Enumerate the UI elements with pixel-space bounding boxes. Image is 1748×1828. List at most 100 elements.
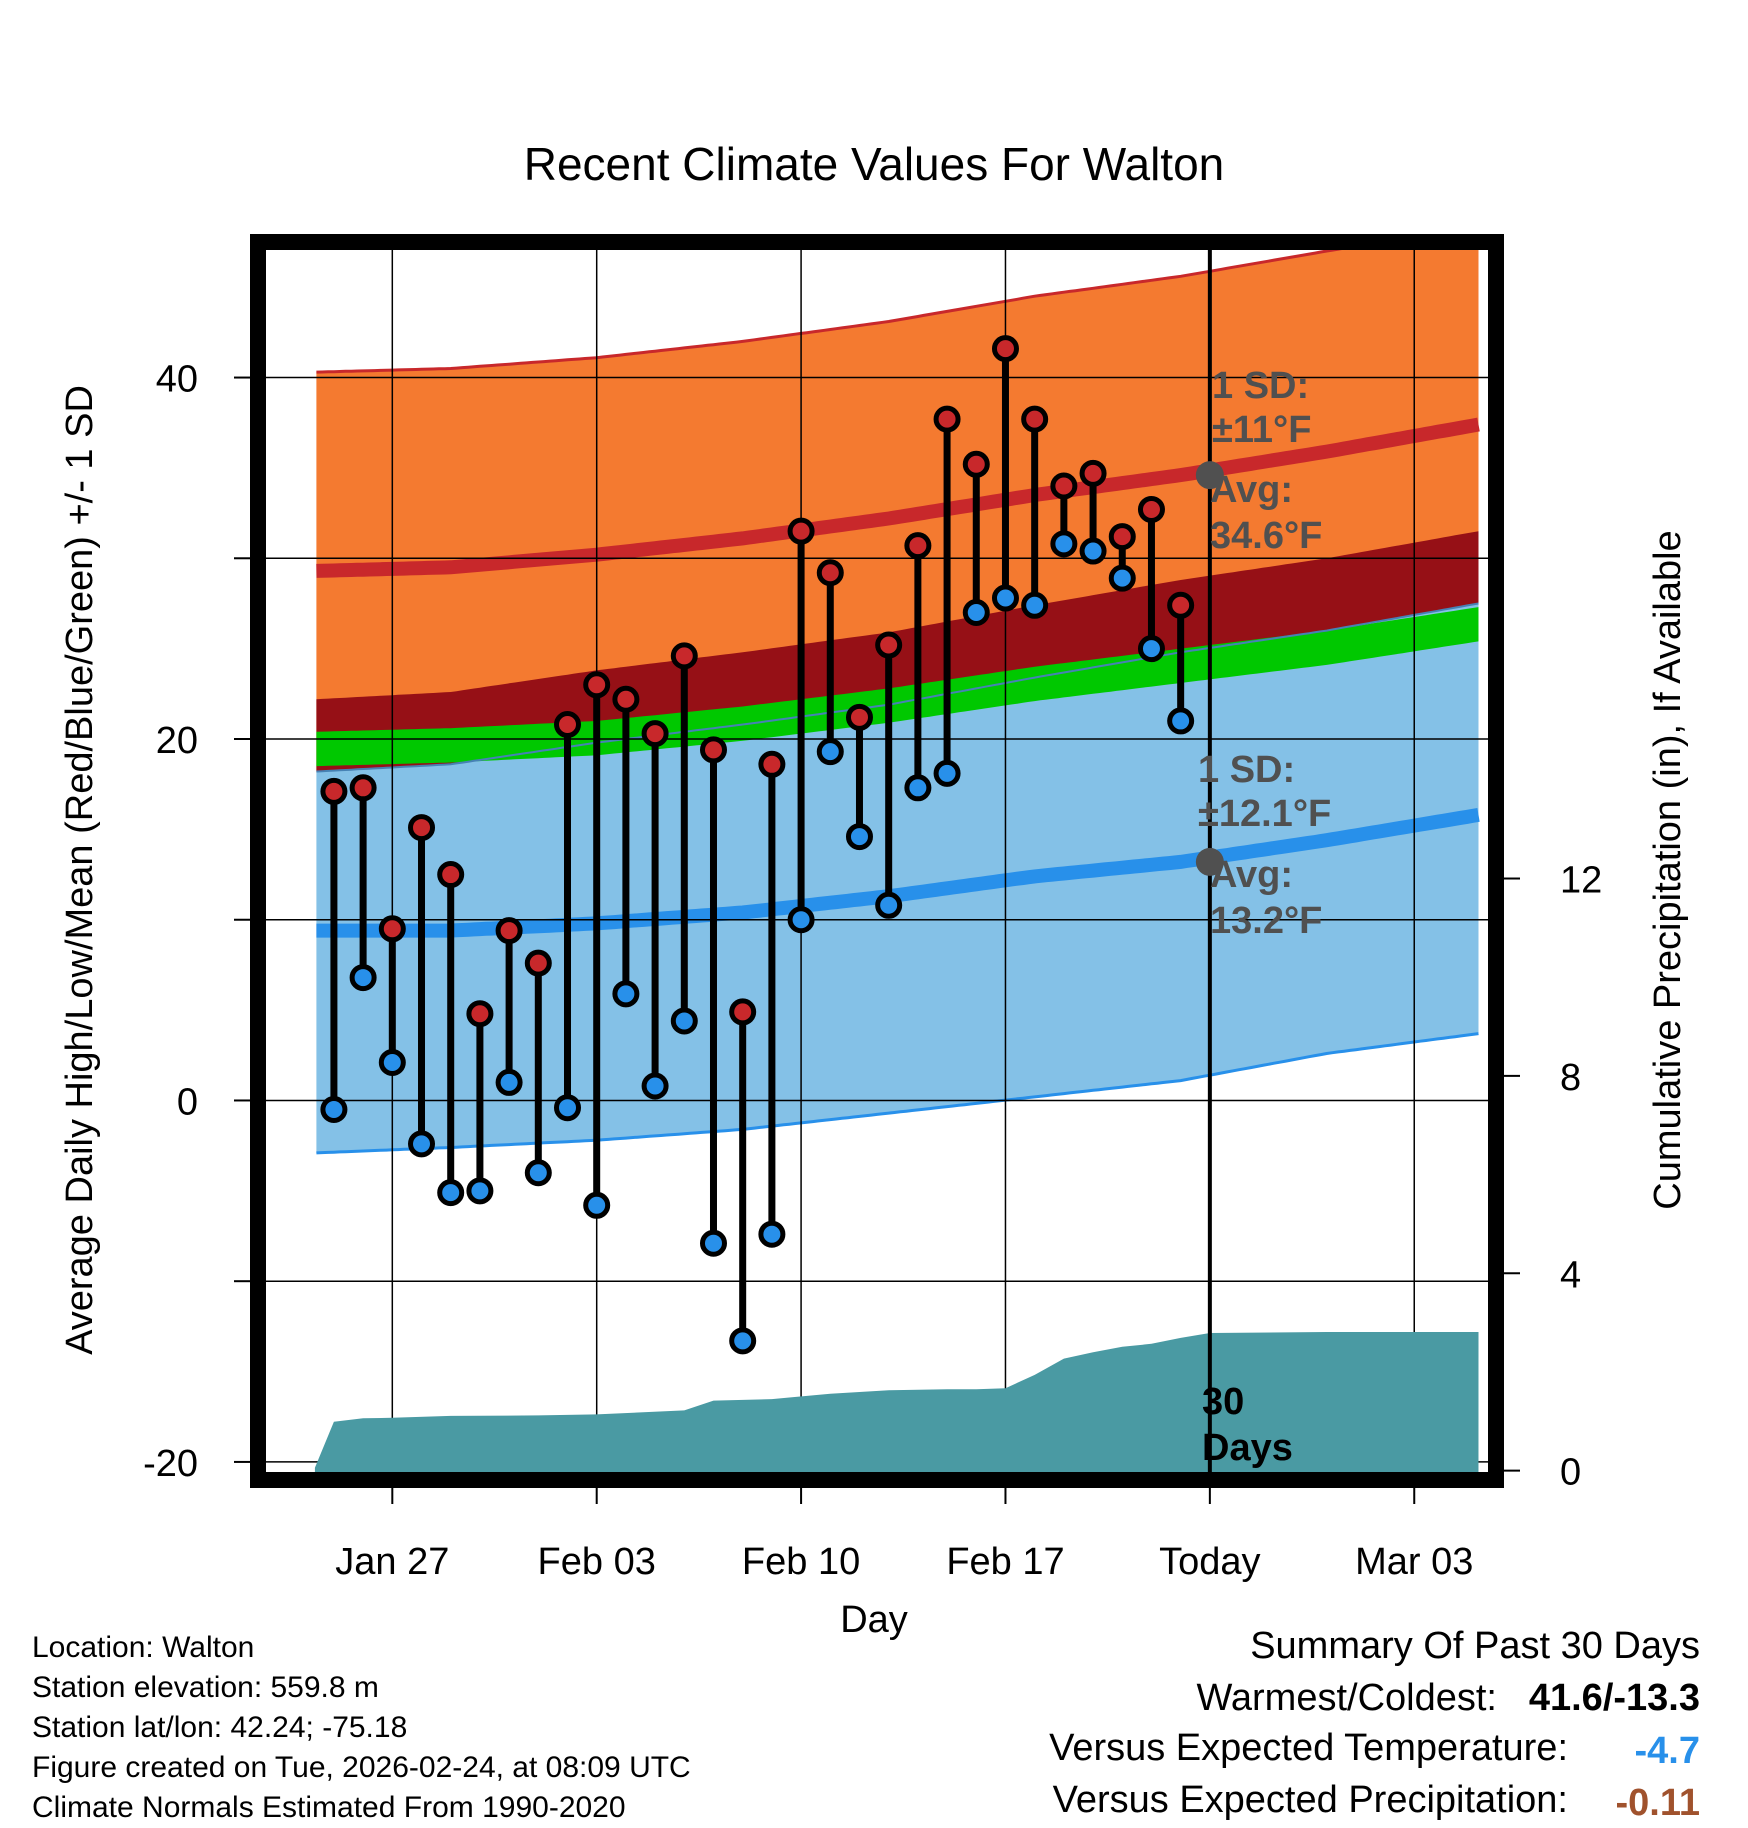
annotation-line: ±11°F bbox=[1212, 409, 1311, 451]
low-avg-annotation: Avg: 13.2°F bbox=[1210, 854, 1322, 942]
daily-high-point bbox=[524, 949, 552, 977]
daily-high-point bbox=[1167, 591, 1195, 619]
daily-low-point bbox=[583, 1191, 611, 1219]
annotation-line: Avg: bbox=[1210, 469, 1293, 511]
y2-tick-label: 8 bbox=[1560, 1057, 1581, 1099]
y2-tick-label: 0 bbox=[1560, 1452, 1581, 1494]
daily-low-point bbox=[787, 906, 815, 934]
daily-low-point bbox=[466, 1177, 494, 1205]
precip-value: -0.11 bbox=[1615, 1782, 1700, 1824]
daily-high-point bbox=[1050, 472, 1078, 500]
daily-low-point bbox=[962, 598, 990, 626]
daily-high-point bbox=[378, 915, 406, 943]
normal-high-line bbox=[316, 417, 1480, 578]
daily-low-point bbox=[320, 1096, 348, 1124]
station-info: Location: Walton Station elevation: 559.… bbox=[32, 1631, 691, 1824]
daily-high-point bbox=[699, 736, 727, 764]
y-tick-label: 0 bbox=[177, 1081, 198, 1123]
precip-area bbox=[314, 1332, 1479, 1472]
low-sd-annotation: 1 SD: ±12.1°F bbox=[1198, 749, 1331, 835]
daily-low-point bbox=[1021, 591, 1049, 619]
mean-band bbox=[316, 607, 1479, 767]
warmest-label: Warmest/Coldest: bbox=[1196, 1677, 1497, 1719]
daily-low-point bbox=[699, 1229, 727, 1257]
temp-value: -4.7 bbox=[1635, 1730, 1700, 1772]
daily-high-point bbox=[787, 517, 815, 545]
window-annotation: 30 Days bbox=[1202, 1381, 1293, 1469]
daily-high-point bbox=[1108, 523, 1136, 551]
daily-low-point bbox=[933, 759, 961, 787]
daily-high-point bbox=[320, 777, 348, 805]
precip-area-group bbox=[314, 1332, 1479, 1472]
daily-high-point bbox=[583, 671, 611, 699]
x-tick-label: Feb 10 bbox=[742, 1541, 860, 1583]
daily-low-point bbox=[1108, 564, 1136, 592]
daily-low-point bbox=[729, 1327, 757, 1355]
daily-high-point bbox=[1021, 405, 1049, 433]
normals-text: Climate Normals Estimated From 1990-2020 bbox=[32, 1791, 626, 1824]
daily-high-point bbox=[962, 450, 990, 478]
daily-high-point bbox=[1079, 459, 1107, 487]
daily-low-point bbox=[641, 1072, 669, 1100]
axes-group: Jan 27 Feb 03 Feb 10 Feb 17 Today Mar 03 -20 0 2… bbox=[143, 359, 1602, 1583]
y2-tick-label: 4 bbox=[1560, 1254, 1581, 1296]
daily-high-point bbox=[612, 685, 640, 713]
daily-high-point bbox=[1137, 495, 1165, 523]
annotation-line: ±12.1°F bbox=[1198, 793, 1331, 835]
low-lower-edge bbox=[316, 1032, 1479, 1155]
annotation-line: 30 bbox=[1202, 1381, 1244, 1423]
x-tick-label: Feb 03 bbox=[538, 1541, 656, 1583]
daily-low-point bbox=[1079, 537, 1107, 565]
location-text: Location: Walton bbox=[32, 1631, 254, 1664]
daily-high-point bbox=[991, 335, 1019, 363]
precip-label: Versus Expected Precipitation: bbox=[1053, 1779, 1568, 1821]
daily-low-point bbox=[758, 1220, 786, 1248]
daily-high-point bbox=[904, 532, 932, 560]
daily-low-point bbox=[554, 1094, 581, 1122]
annotation-group: 1 SD: ±11°F Avg: 34.6°F 1 SD: ±12.1°F Avg: 1… bbox=[1198, 365, 1331, 1469]
daily-high-point bbox=[495, 917, 523, 945]
elevation-text: Station elevation: 559.8 m bbox=[32, 1671, 379, 1704]
daily-low-point bbox=[524, 1159, 552, 1187]
daily-low-point bbox=[845, 823, 873, 851]
daily-range-group bbox=[320, 335, 1195, 1355]
daily-low-point bbox=[904, 774, 932, 802]
daily-high-point bbox=[875, 631, 903, 659]
low-sd-band bbox=[316, 603, 1479, 1153]
created-text: Figure created on Tue, 2026-02-24, at 08… bbox=[32, 1751, 691, 1784]
daily-low-point bbox=[1167, 707, 1195, 735]
high-upper-edge bbox=[316, 250, 1342, 374]
avg-low-marker bbox=[1195, 847, 1224, 876]
annotation-line: 1 SD: bbox=[1212, 365, 1309, 407]
warmest-value: 41.6/-13.3 bbox=[1529, 1677, 1700, 1719]
y-tick-label: 20 bbox=[156, 720, 198, 762]
y-tick-label: -20 bbox=[143, 1443, 198, 1485]
annotation-line: Days bbox=[1202, 1427, 1293, 1469]
daily-high-point bbox=[349, 774, 377, 802]
daily-low-point bbox=[816, 738, 844, 766]
daily-low-point bbox=[875, 891, 903, 919]
low-upper-edge bbox=[316, 602, 1479, 773]
daily-low-point bbox=[1050, 530, 1078, 558]
daily-high-point bbox=[408, 814, 436, 842]
daily-high-point bbox=[641, 720, 669, 748]
daily-low-point bbox=[1137, 635, 1165, 663]
daily-high-point bbox=[758, 750, 786, 778]
x-tick-label: Feb 17 bbox=[946, 1541, 1064, 1583]
avg-high-marker bbox=[1195, 461, 1224, 490]
annotation-line: 34.6°F bbox=[1210, 515, 1322, 557]
y-tick-label: 40 bbox=[156, 359, 198, 401]
daily-high-point bbox=[437, 861, 465, 889]
daily-high-point bbox=[670, 642, 698, 670]
annotation-line: Avg: bbox=[1210, 854, 1293, 896]
x-axis-label: Day bbox=[840, 1599, 908, 1641]
daily-low-point bbox=[378, 1049, 406, 1077]
summary-title: Summary Of Past 30 Days bbox=[1250, 1625, 1700, 1667]
plot-frame bbox=[250, 234, 1504, 1488]
x-tick-label: Today bbox=[1159, 1541, 1260, 1583]
latlon-text: Station lat/lon: 42.24; -75.18 bbox=[32, 1711, 407, 1744]
daily-low-point bbox=[991, 584, 1019, 612]
summary-panel: Summary Of Past 30 Days Warmest/Coldest:… bbox=[1049, 1625, 1700, 1824]
daily-low-point bbox=[670, 1007, 698, 1035]
